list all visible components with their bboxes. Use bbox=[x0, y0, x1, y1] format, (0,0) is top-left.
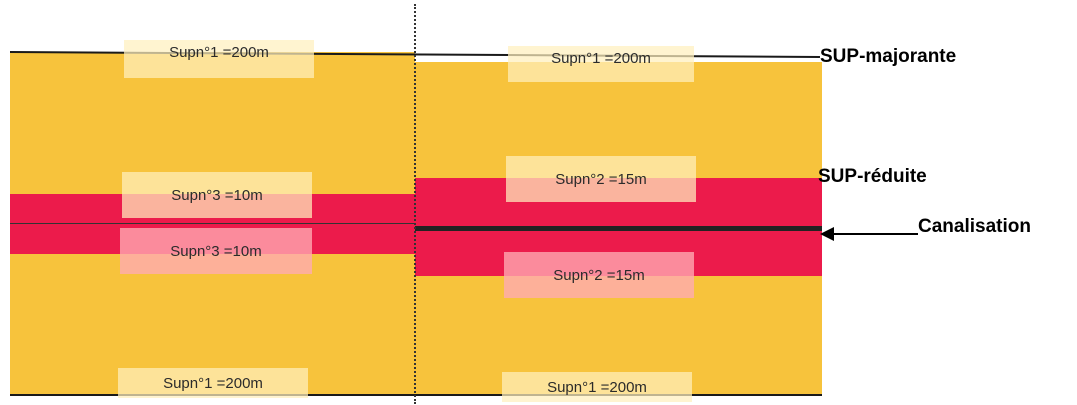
right-pipeline-line bbox=[415, 226, 822, 231]
label-mid-left-lower: Supn°3 =10m bbox=[120, 228, 312, 274]
left-pipeline-line bbox=[10, 223, 415, 224]
label-bottom-right: Supn°1 =200m bbox=[502, 372, 692, 402]
bottom-border-line bbox=[10, 394, 822, 396]
section-divider-dotted-line bbox=[414, 4, 416, 404]
label-top-left: Supn°1 =200m bbox=[124, 40, 314, 78]
label-mid-right-upper: Supn°2 =15m bbox=[506, 156, 696, 202]
label-mid-right-lower: Supn°2 =15m bbox=[504, 252, 694, 298]
sup-majorante-label: SUP-majorante bbox=[820, 46, 957, 67]
label-mid-left-upper: Supn°3 =10m bbox=[122, 172, 312, 218]
label-bottom-left: Supn°1 =200m bbox=[118, 368, 308, 398]
sup-reduite-label: SUP-réduite bbox=[818, 166, 927, 187]
label-top-right: Supn°1 =200m bbox=[508, 46, 694, 82]
canalisation-label: Canalisation bbox=[918, 216, 1031, 237]
canalisation-arrow-icon bbox=[820, 227, 918, 241]
